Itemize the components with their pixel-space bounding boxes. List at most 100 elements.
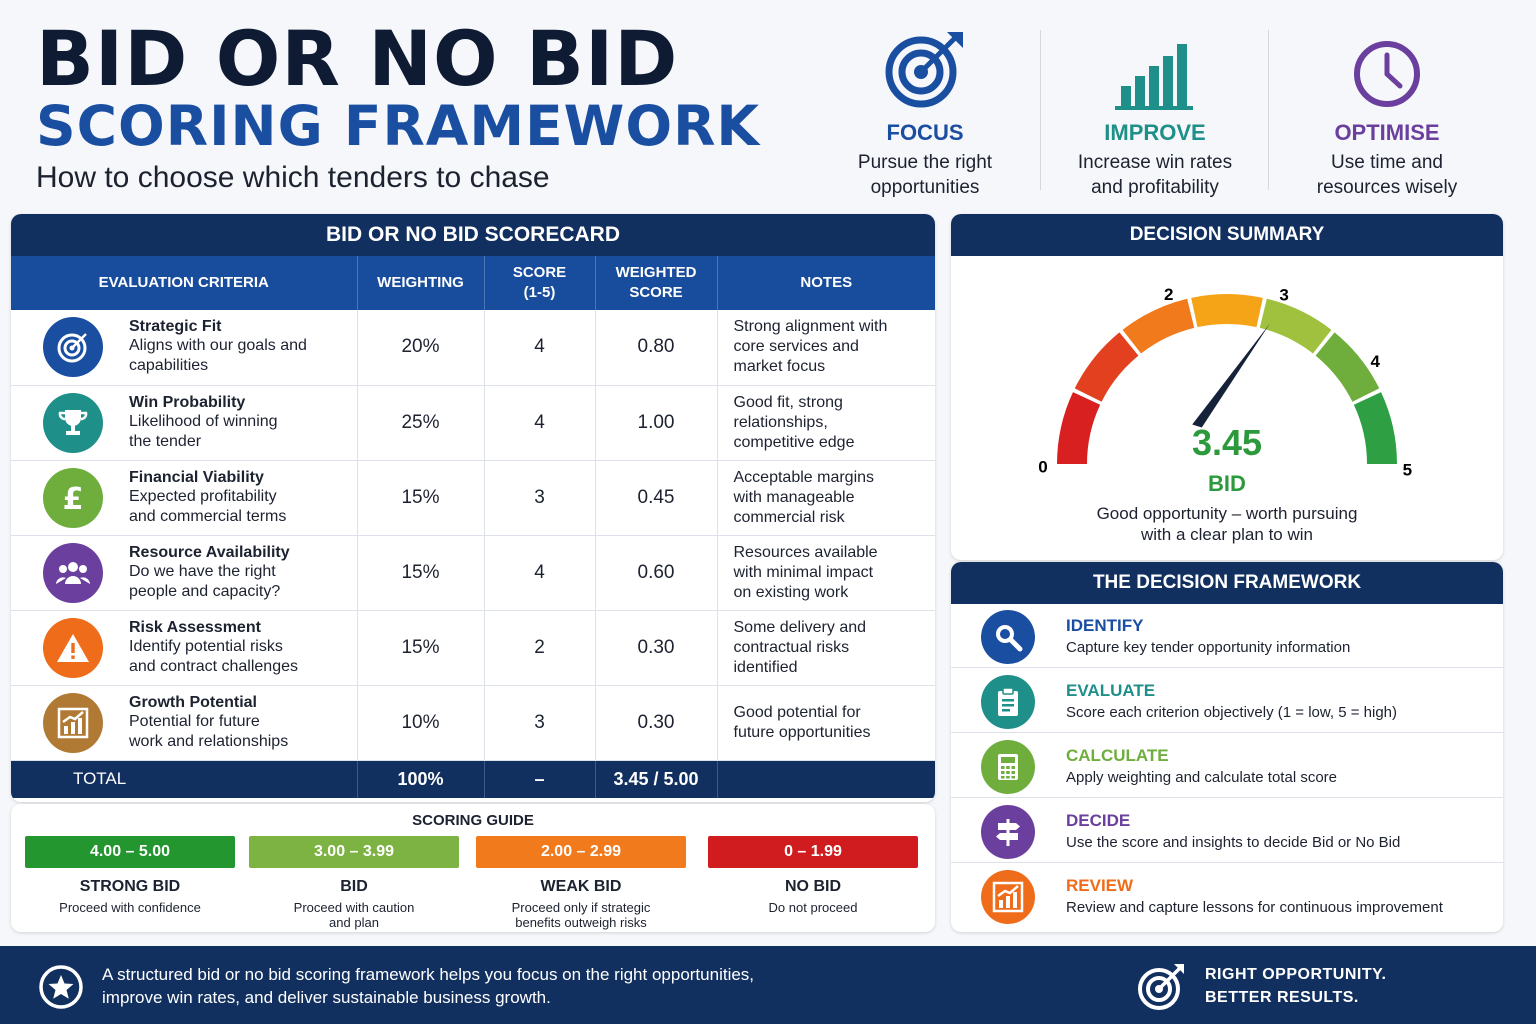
criterion-name: Risk Assessment (129, 618, 261, 636)
step-desc: Capture key tender opportunity informati… (1066, 639, 1351, 656)
weighting-cell: 15% (357, 535, 485, 611)
total-label: TOTAL (11, 760, 358, 798)
band-label: BID (340, 878, 368, 895)
decision-summary-title: DECISION SUMMARY (951, 214, 1503, 256)
band-desc: Proceed only if strategic benefits outwei… (511, 900, 651, 930)
gauge-score: 3.45 (1191, 422, 1263, 463)
gauge-tick-label: 2 (1164, 285, 1173, 304)
scoring-band: 4.00 – 5.00 STRONG BID Proceed with confid… (25, 836, 235, 915)
gauge-description: Good opportunity – worth pursuing with a … (1096, 504, 1358, 544)
header-score: SCORE (1-5) (484, 256, 596, 310)
criterion-desc: Expected profitability and commercial ter… (129, 487, 287, 525)
score-cell: 4 (484, 310, 596, 386)
scoring-band: 0 – 1.99 NO BID Do not proceed (708, 836, 918, 915)
page-title-line2: SCORING FRAMEWORK (36, 94, 761, 158)
pound-icon: £ (43, 467, 103, 528)
notes-cell: Good potential for future opportunities (717, 685, 935, 761)
clipboard-icon (981, 675, 1035, 729)
step-name: REVIEW (1066, 876, 1134, 895)
growth-chart-icon (981, 870, 1035, 924)
weighting-cell: 10% (357, 685, 485, 761)
header-weighted-score: WEIGHTED SCORE (595, 256, 718, 310)
step-name: DECIDE (1066, 811, 1131, 830)
criterion-name: Resource Availability (129, 543, 290, 561)
score-cell: 4 (484, 385, 596, 461)
score-cell: 4 (484, 535, 596, 611)
criterion-name: Strategic Fit (129, 318, 222, 336)
gauge-segment (1259, 298, 1332, 354)
clock-icon (1277, 28, 1497, 112)
pillar-desc: Increase win rates and profitability (1077, 152, 1233, 198)
notes-cell: Strong alignment with core services and ma… (717, 310, 935, 386)
gauge-segment (1315, 332, 1380, 403)
framework-step-decide: DECIDE Use the score and insights to deci… (951, 799, 1503, 863)
target-icon (1136, 962, 1186, 1017)
score-gauge: 0 2 3 4 5 (1038, 285, 1412, 479)
decision-summary: DECISION SUMMARY 0 2 3 4 5 3.45 BID Good opp… (951, 214, 1503, 560)
weighted-score-cell: 0.80 (595, 310, 718, 386)
gauge-segment (1074, 332, 1139, 403)
page-subtitle: How to choose which tenders to chase (36, 161, 550, 194)
pillar-focus: FOCUS Pursue the right opportunities (815, 28, 1035, 200)
footer: A structured bid or no bid scoring frame… (0, 946, 1536, 1024)
score-cell: 3 (484, 460, 596, 536)
target-icon (43, 317, 103, 378)
table-row: Risk Assessment Identify potential risks a… (11, 610, 935, 686)
pillar-optimise: OPTIMISE Use time and resources wisely (1277, 28, 1497, 200)
pillar-title: FOCUS (886, 120, 964, 145)
criterion-cell: Risk Assessment Identify potential risks a… (11, 610, 358, 686)
gauge-tick-label: 0 (1038, 457, 1047, 476)
band-range: 4.00 – 5.00 (25, 836, 235, 868)
gauge-tick-label: 4 (1370, 352, 1380, 371)
criterion-cell: Growth Potential Potential for future work… (11, 685, 358, 761)
divider (1040, 30, 1041, 190)
criterion-desc: Do we have the right people and capacity? (129, 562, 281, 600)
gauge-tick-label: 5 (1403, 460, 1412, 479)
step-desc: Use the score and insights to decide Bid… (1066, 834, 1401, 851)
band-desc: Proceed with confidence (59, 900, 201, 915)
gauge-verdict: BID (1208, 471, 1246, 496)
trophy-icon (43, 392, 103, 453)
weighting-cell: 20% (357, 310, 485, 386)
total-notes (717, 760, 935, 798)
band-label: NO BID (785, 878, 841, 895)
bar-chart-icon (1045, 28, 1265, 112)
scoring-guide: SCORING GUIDE 4.00 – 5.00 STRONG BID Proce… (11, 804, 935, 932)
decision-framework: THE DECISION FRAMEWORK IDENTIFY Capture k… (951, 562, 1503, 932)
framework-step-calculate: CALCULATE Apply weighting and calculate t… (951, 734, 1503, 798)
header-notes: NOTES (717, 256, 935, 310)
total-weighting: 100% (357, 760, 485, 798)
band-desc: Do not proceed (768, 900, 858, 915)
band-range: 2.00 – 2.99 (476, 836, 686, 868)
band-desc: Proceed with caution and plan (293, 900, 415, 930)
gauge-tick-label: 3 (1279, 286, 1288, 305)
notes-cell: Acceptable margins with manageable commerc… (717, 460, 935, 536)
weighting-cell: 15% (357, 610, 485, 686)
step-name: IDENTIFY (1066, 616, 1144, 635)
table-row: £ Financial Viability Expected profitabili… (11, 460, 935, 536)
band-range: 3.00 – 3.99 (249, 836, 459, 868)
notes-cell: Resources available with minimal impact on… (717, 535, 935, 611)
score-cell: 2 (484, 610, 596, 686)
weighted-score-cell: 0.60 (595, 535, 718, 611)
table-row: Win Probability Likelihood of winning the … (11, 385, 935, 461)
score-cell: 3 (484, 685, 596, 761)
star-badge-icon (38, 964, 84, 1015)
step-desc: Score each criterion objectively (1 = lo… (1066, 704, 1398, 721)
footer-text: A structured bid or no bid scoring frame… (102, 965, 755, 1007)
footer-tagline: RIGHT OPPORTUNITY. BETTER RESULTS. (1205, 966, 1387, 1006)
weighting-cell: 25% (357, 385, 485, 461)
pillar-improve: IMPROVE Increase win rates and profitabil… (1045, 28, 1265, 200)
table-row: Resource Availability Do we have the righ… (11, 535, 935, 611)
criterion-cell: £ Financial Viability Expected profitabili… (11, 460, 358, 536)
people-icon (43, 542, 103, 603)
band-label: WEAK BID (540, 878, 622, 895)
svg-text:£: £ (63, 482, 84, 515)
weighted-score-cell: 1.00 (595, 385, 718, 461)
signpost-icon (981, 805, 1035, 859)
criterion-cell: Strategic Fit Aligns with our goals and ca… (11, 310, 358, 386)
criterion-desc: Identify potential risks and contract cha… (129, 637, 298, 675)
header-criteria: EVALUATION CRITERIA (11, 256, 358, 310)
magnifier-icon (981, 610, 1035, 664)
pillar-title: IMPROVE (1104, 120, 1206, 145)
